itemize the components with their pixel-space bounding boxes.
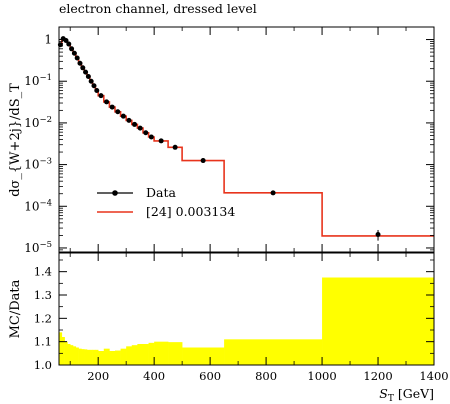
ratio-y-tick-label: 1.2 [34, 311, 52, 325]
y-tick-label: 10−2 [24, 115, 52, 130]
data-point [91, 83, 97, 89]
ratio-y-tick-label: 1.4 [34, 265, 52, 279]
data-point [88, 78, 94, 84]
data-point [148, 134, 154, 140]
y-axis-label: dσ_{W+2j}/dS_T [8, 83, 23, 197]
ratio-band-bin [67, 344, 71, 365]
ratio-band-bin [182, 347, 225, 365]
x-tick-label: 800 [255, 369, 277, 383]
x-tick-label: 1400 [419, 369, 448, 383]
ratio-band-bin [84, 349, 88, 365]
ratio-band-bin [70, 345, 74, 365]
ratio-y-tick-label: 1.3 [34, 288, 52, 302]
ratio-band-bin [154, 341, 169, 365]
ratio-band-bin [109, 351, 116, 365]
ratio-band-bin [322, 277, 435, 365]
y-tick-label: 10−5 [24, 240, 52, 255]
ratio-band-bin [86, 349, 91, 365]
ratio-band-bin [59, 332, 63, 365]
legend-label-data: Data [146, 185, 176, 200]
ratio-band-bin [137, 344, 144, 365]
ratio-band-bin [95, 349, 99, 365]
data-point [104, 99, 110, 105]
data-point [85, 73, 91, 79]
x-axis-label: ST [GeV] [379, 386, 434, 404]
ratio-band-bin [224, 339, 323, 365]
data-point [375, 232, 381, 238]
data-point [66, 41, 72, 47]
data-point [69, 46, 75, 52]
legend: Data [24] 0.003134 [97, 185, 235, 219]
x-tick-label: 400 [143, 369, 165, 383]
ratio-plot-panel: 1.0 1.1 1.2 1.3 1.4 200 400 600 800 1000 1200 1400 M… [8, 252, 449, 404]
ratio-y-tick-label: 1.0 [34, 358, 52, 372]
y-tick-label: 1 [44, 33, 52, 47]
ratio-band-bin [120, 348, 127, 365]
ratio-plot-frame [58, 252, 435, 366]
data-point [120, 113, 126, 119]
data-point [71, 50, 77, 56]
ratio-band-bin [64, 341, 68, 365]
chart-title: electron channel, dressed level [59, 1, 257, 16]
ratio-band-bin [89, 349, 93, 365]
ratio-band-bin [78, 348, 82, 365]
data-point [77, 60, 83, 66]
data-point [98, 93, 104, 99]
y-tick-label: 10−4 [24, 198, 52, 213]
ratio-band-bin [126, 346, 133, 365]
data-point [94, 87, 100, 93]
legend-data-marker [112, 190, 118, 196]
data-point [126, 117, 132, 123]
data-point [143, 130, 149, 136]
mc-histogram-line [59, 37, 434, 237]
data-point [109, 104, 115, 110]
ratio-band-bin [92, 349, 96, 365]
ratio-y-axis-label: MC/Data [8, 279, 23, 338]
ratio-y-tick-label: 1.1 [34, 335, 52, 349]
ratio-band-bin [114, 350, 121, 365]
ratio-band-bin [61, 337, 65, 365]
data-point [200, 158, 206, 164]
ratio-band-bin [72, 346, 77, 365]
x-tick-label: 200 [87, 369, 109, 383]
ratio-band-bin [98, 351, 105, 365]
x-tick-label: 1200 [363, 369, 392, 383]
data-point [270, 190, 276, 196]
ratio-band-bin [103, 348, 110, 365]
ratio-band-bin [142, 344, 149, 365]
ratio-band-bin [75, 347, 79, 365]
ratio-band-bin [148, 342, 155, 365]
ratio-band-bin [131, 345, 138, 365]
legend-label-mc: [24] 0.003134 [146, 204, 235, 219]
y-tick-label: 10−1 [24, 73, 52, 88]
x-tick-label: 1000 [307, 369, 336, 383]
data-point [137, 125, 143, 131]
data-point [83, 69, 89, 75]
y-tick-label: 10−3 [24, 157, 52, 172]
main-plot-panel: 10−5 10−4 10−3 10−2 10−1 1 dσ_{W+2j}/dS_T Data [… [8, 26, 435, 255]
ratio-band-bin [81, 349, 85, 365]
data-point [115, 109, 121, 115]
data-point [74, 55, 80, 61]
ratio-band-bin [168, 342, 183, 365]
data-point [172, 144, 178, 150]
data-point [132, 121, 138, 127]
data-point [80, 65, 86, 71]
x-tick-label: 600 [199, 369, 221, 383]
main-plot-frame [58, 26, 435, 253]
data-point [158, 138, 164, 144]
